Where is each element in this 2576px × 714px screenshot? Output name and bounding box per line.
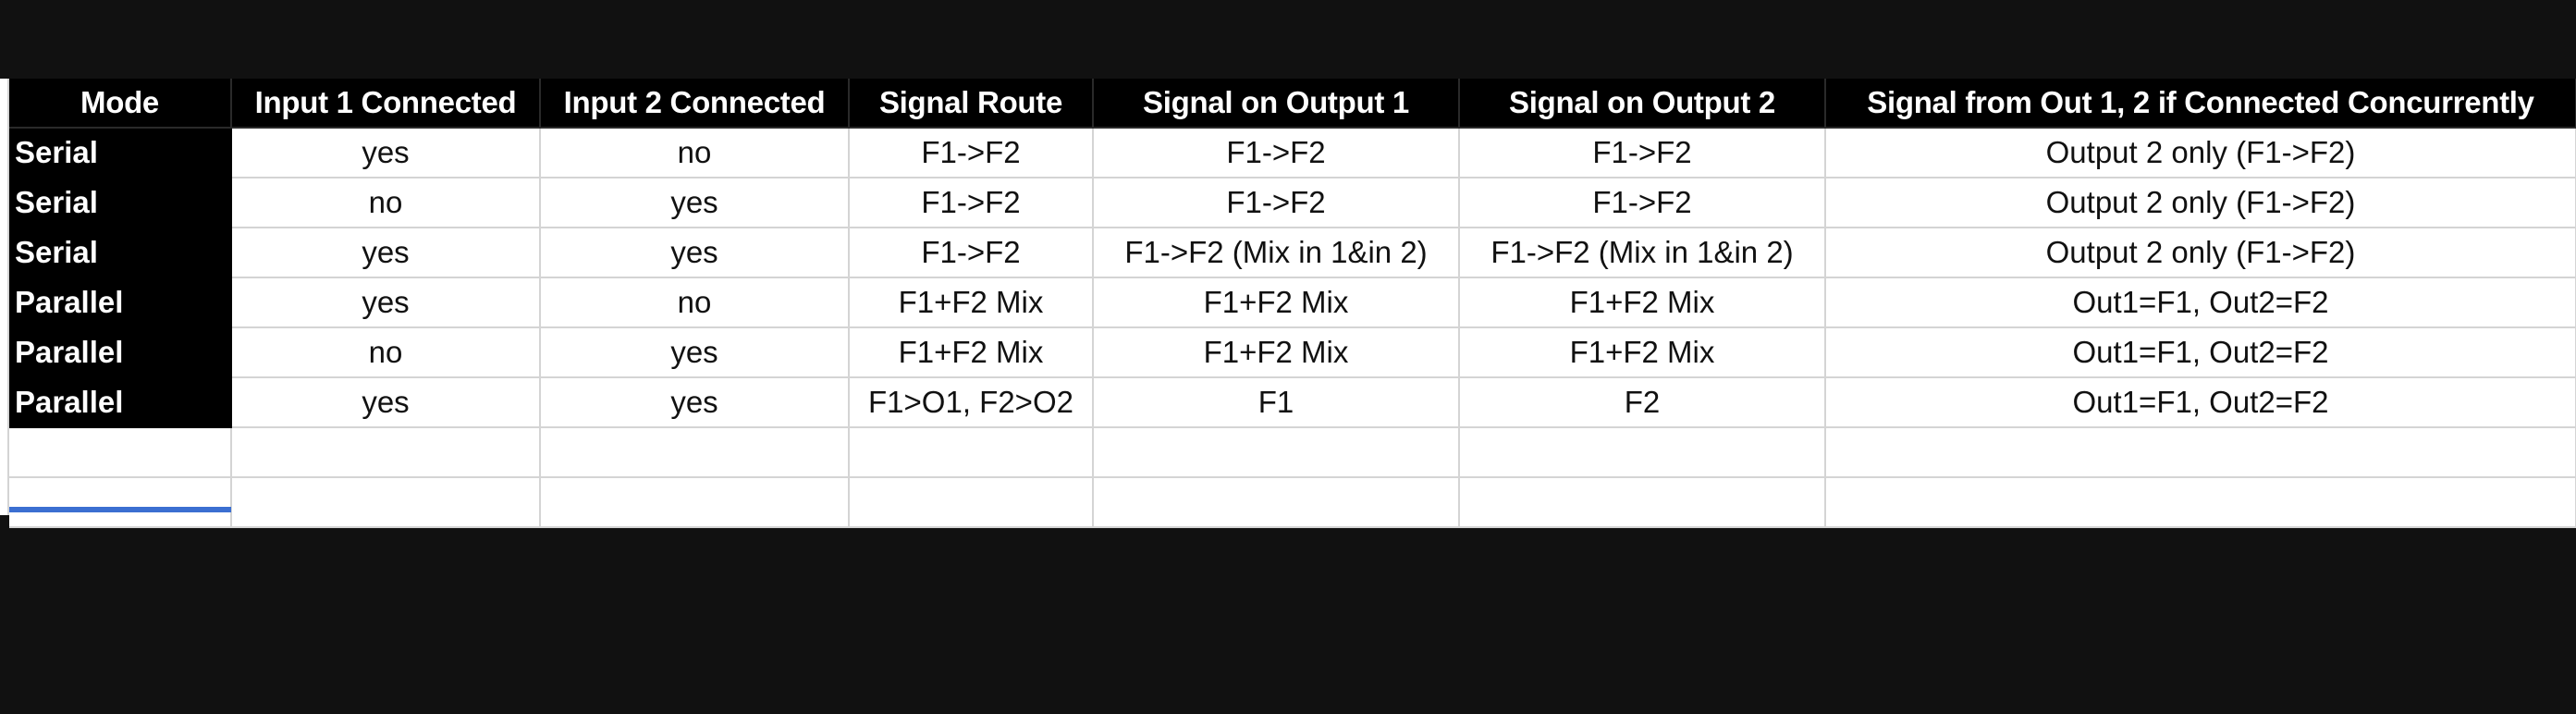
cell-concurrent[interactable]: Output 2 only (F1->F2) [1825,178,2576,228]
cell-selection-indicator [9,507,231,512]
header-mode[interactable]: Mode [9,79,232,129]
header-signal-on-output-1[interactable]: Signal on Output 1 [1093,79,1460,129]
cell-mode[interactable]: Serial [9,128,232,178]
header-input-1-connected[interactable]: Input 1 Connected [231,79,541,129]
cell-mode[interactable]: Serial [9,228,232,278]
cell-output-1[interactable]: F1->F2 (Mix in 1&in 2) [1093,228,1460,278]
cell-input-1[interactable]: yes [231,277,541,328]
cell-concurrent[interactable]: Output 2 only (F1->F2) [1825,228,2576,278]
cell-output-2[interactable]: F1+F2 Mix [1459,327,1826,378]
cell-output-1[interactable]: F1->F2 [1093,178,1460,228]
cell-signal-route[interactable]: F1>O1, F2>O2 [849,377,1094,428]
empty-cell[interactable] [231,427,541,478]
empty-cell[interactable] [849,427,1094,478]
cell-input-1[interactable]: no [231,327,541,378]
cell-input-1[interactable]: yes [231,128,541,178]
empty-cell[interactable] [1459,477,1826,528]
cell-concurrent[interactable]: Out1=F1, Out2=F2 [1825,327,2576,378]
cell-signal-route[interactable]: F1+F2 Mix [849,277,1094,328]
cell-output-2[interactable]: F2 [1459,377,1826,428]
cell-mode[interactable]: Parallel [9,277,232,328]
cell-output-2[interactable]: F1+F2 Mix [1459,277,1826,328]
empty-cell[interactable] [1459,427,1826,478]
empty-cell[interactable] [1825,477,2576,528]
cell-signal-route[interactable]: F1->F2 [849,228,1094,278]
header-row: Mode Input 1 Connected Input 2 Connected… [9,79,2576,129]
table-row: Serial no yes F1->F2 F1->F2 F1->F2 Outpu… [9,178,2576,228]
table-row: Parallel no yes F1+F2 Mix F1+F2 Mix F1+F… [9,327,2576,378]
empty-row [9,477,2576,528]
row-gutter [0,79,9,515]
cell-output-1[interactable]: F1->F2 [1093,128,1460,178]
table-row: Parallel yes yes F1>O1, F2>O2 F1 F2 Out1… [9,377,2576,428]
cell-signal-route[interactable]: F1->F2 [849,178,1094,228]
empty-cell[interactable] [9,427,232,478]
header-signal-on-output-2[interactable]: Signal on Output 2 [1459,79,1826,129]
empty-cell[interactable] [540,427,850,478]
cell-concurrent[interactable]: Out1=F1, Out2=F2 [1825,377,2576,428]
empty-cell[interactable] [1825,427,2576,478]
header-signal-route[interactable]: Signal Route [849,79,1094,129]
empty-cell[interactable] [1093,427,1460,478]
cell-input-2[interactable]: yes [540,178,850,228]
empty-cell[interactable] [231,477,541,528]
cell-output-2[interactable]: F1->F2 [1459,128,1826,178]
cell-input-1[interactable]: yes [231,377,541,428]
cell-mode[interactable]: Parallel [9,377,232,428]
cell-concurrent[interactable]: Output 2 only (F1->F2) [1825,128,2576,178]
empty-cell[interactable] [540,477,850,528]
empty-cell[interactable] [849,477,1094,528]
table-row: Serial yes no F1->F2 F1->F2 F1->F2 Outpu… [9,128,2576,178]
table-row: Serial yes yes F1->F2 F1->F2 (Mix in 1&i… [9,228,2576,278]
cell-output-2[interactable]: F1->F2 [1459,178,1826,228]
cell-output-1[interactable]: F1+F2 Mix [1093,327,1460,378]
spreadsheet: Mode Input 1 Connected Input 2 Connected… [0,79,2576,528]
cell-signal-route[interactable]: F1+F2 Mix [849,327,1094,378]
cell-output-1[interactable]: F1+F2 Mix [1093,277,1460,328]
cell-input-1[interactable]: no [231,178,541,228]
cell-mode[interactable]: Serial [9,178,232,228]
header-signal-concurrent[interactable]: Signal from Out 1, 2 if Connected Concur… [1825,79,2576,129]
cell-signal-route[interactable]: F1->F2 [849,128,1094,178]
cell-input-2[interactable]: yes [540,228,850,278]
cell-input-1[interactable]: yes [231,228,541,278]
data-table: Mode Input 1 Connected Input 2 Connected… [9,79,2576,528]
cell-concurrent[interactable]: Out1=F1, Out2=F2 [1825,277,2576,328]
cell-input-2[interactable]: yes [540,377,850,428]
selected-cell[interactable] [9,477,232,528]
header-input-2-connected[interactable]: Input 2 Connected [540,79,850,129]
cell-output-2[interactable]: F1->F2 (Mix in 1&in 2) [1459,228,1826,278]
cell-mode[interactable]: Parallel [9,327,232,378]
cell-input-2[interactable]: no [540,277,850,328]
empty-row [9,427,2576,478]
cell-input-2[interactable]: yes [540,327,850,378]
cell-input-2[interactable]: no [540,128,850,178]
empty-cell[interactable] [1093,477,1460,528]
cell-output-1[interactable]: F1 [1093,377,1460,428]
table-row: Parallel yes no F1+F2 Mix F1+F2 Mix F1+F… [9,277,2576,328]
